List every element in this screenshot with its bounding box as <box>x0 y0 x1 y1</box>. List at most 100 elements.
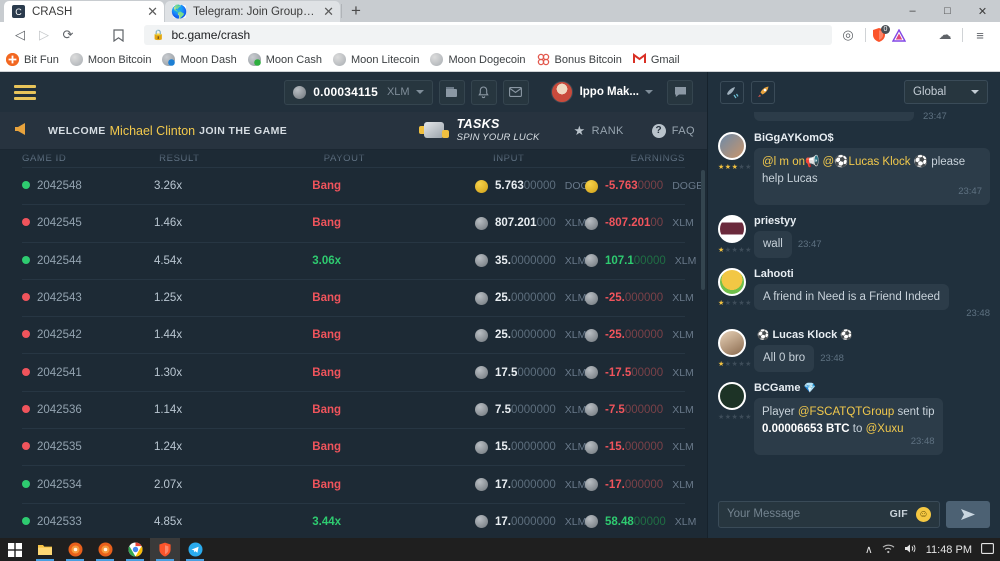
sync-cloud-icon[interactable]: ☁ <box>938 27 952 42</box>
payout-value: Bang <box>312 366 342 379</box>
browser-menu-icon[interactable]: ≡ <box>976 27 984 43</box>
user-menu[interactable]: Ippo Mak... <box>550 81 653 103</box>
tab-close-icon[interactable]: ✕ <box>323 4 334 19</box>
taskbar-file-explorer[interactable] <box>30 538 60 561</box>
taskbar-telegram[interactable] <box>180 538 210 561</box>
browser-tab-crash[interactable]: C CRASH ✕ <box>4 1 164 22</box>
soccer-badge-icon: ⚽ <box>913 156 929 168</box>
table-row[interactable]: 2042541 1.30x Bang 17.5 000000 XLM -17.5 00000 X… <box>22 353 694 390</box>
balance-display[interactable]: 0.00034115 XLM <box>284 79 433 105</box>
avatar[interactable] <box>718 382 746 411</box>
minimize-button[interactable]: – <box>909 5 916 17</box>
new-tab-button[interactable]: + <box>351 0 361 20</box>
tasks-promo[interactable]: TASKS SPIN YOUR LUCK <box>418 117 540 143</box>
tip-sender[interactable]: @FSCATQTGroup <box>797 406 895 419</box>
chat-username[interactable]: Lucas Klock <box>772 329 838 342</box>
table-row[interactable]: 2042545 1.46x Bang 807.201 000 XLM -807.201 00 X… <box>22 204 694 241</box>
table-row[interactable]: 2042544 4.54x 3.06x 35. 0000000 XLM 107.1 00000… <box>22 241 696 279</box>
metamask-icon[interactable] <box>887 23 911 47</box>
welcome-banner: WELCOME Michael Clinton JOIN THE GAME TA… <box>0 112 707 150</box>
bookmark-item[interactable]: Moon Bitcoin <box>69 53 151 66</box>
bookmark-item[interactable]: Bonus Bitcoin <box>537 53 622 66</box>
table-row[interactable]: 2042533 4.85x 3.44x 17. 0000000 XLM 58.48 00000… <box>22 502 696 538</box>
mail-icon[interactable] <box>502 79 529 105</box>
chevron-down-icon[interactable] <box>645 90 653 94</box>
divider <box>865 28 866 42</box>
tip-to-label: to <box>852 422 863 435</box>
bookmark-item[interactable]: Gmail <box>632 53 680 66</box>
input-amount-decimals: 00000 <box>523 180 556 193</box>
close-window-button[interactable]: ✕ <box>977 5 988 18</box>
taskbar-firefox-2[interactable] <box>90 538 120 561</box>
taskbar-brave[interactable] <box>150 538 180 561</box>
tasks-icon <box>418 120 449 142</box>
rain-icon[interactable] <box>720 80 744 104</box>
back-button[interactable]: ◁ <box>15 27 25 42</box>
avatar[interactable] <box>718 267 746 296</box>
status-dot <box>22 479 30 488</box>
page-scrollbar[interactable] <box>701 170 705 290</box>
bookmark-icon[interactable] <box>106 23 130 47</box>
bookmark-item[interactable]: Bit Fun <box>6 53 59 66</box>
add-extension-icon[interactable]: ◎ <box>842 27 854 42</box>
chat-messages[interactable]: 23:47 ★★★★★ BiGgAYKomO$ @l m on📢 @⚽Lucas K… <box>708 112 1000 490</box>
start-button[interactable] <box>0 538 30 561</box>
tab-close-icon[interactable]: ✕ <box>147 4 158 19</box>
rank-link[interactable]: ★ RANK <box>574 123 624 139</box>
send-button[interactable] <box>946 500 990 528</box>
table-row[interactable]: 2042536 1.14x Bang 7.5 0000000 XLM -7.5 000000 X… <box>22 390 694 428</box>
taskbar-clock[interactable]: 11:48 PM <box>925 543 972 556</box>
maximize-button[interactable]: □ <box>944 5 951 17</box>
browser-tab-telegram[interactable]: 🌎 Telegram: Join Group Chat ✕ <box>165 1 340 22</box>
mention-self: @l m on <box>762 156 805 168</box>
chat-username[interactable]: BCGame <box>754 382 801 395</box>
bookmark-item[interactable]: Moon Dash <box>162 53 237 66</box>
tray-expand-icon[interactable]: ∧ <box>865 543 873 556</box>
input-amount: 15. <box>495 441 511 454</box>
rocket-icon[interactable] <box>751 80 775 104</box>
network-icon[interactable] <box>882 543 895 557</box>
gif-button[interactable]: GIF <box>889 508 908 520</box>
table-row[interactable]: 2042535 1.24x Bang 15. 0000000 XLM -15. 000000 X… <box>22 428 694 465</box>
table-row[interactable]: 2042542 1.44x Bang 25. 0000000 XLM -25. 000000 X… <box>22 316 694 353</box>
earnings-amount: -25. <box>605 329 625 342</box>
taskbar-chrome[interactable] <box>120 538 150 561</box>
tip-recipient[interactable]: @Xuxu <box>865 422 904 435</box>
table-row[interactable]: 2042543 1.25x Bang 25. 0000000 XLM -25. 000000 X… <box>22 278 694 316</box>
message-input[interactable]: Your Message GIF ☺ <box>718 500 940 528</box>
chat-username[interactable]: BiGgAYKomO$ <box>754 132 834 144</box>
result-value: 2.07x <box>153 478 183 491</box>
chat-room-select[interactable]: Global <box>904 80 988 104</box>
reload-button[interactable]: ⟳ <box>62 27 74 42</box>
volume-icon[interactable] <box>904 543 917 557</box>
faq-link[interactable]: ? FAQ <box>651 123 695 138</box>
result-value: 1.44x <box>153 329 183 342</box>
bookmark-item[interactable]: Moon Litecoin <box>332 53 419 66</box>
avatar[interactable] <box>718 329 746 358</box>
message-username-row: Lahooti <box>754 268 990 280</box>
action-center-icon[interactable] <box>981 542 994 557</box>
chat-username[interactable]: priestyy <box>754 215 797 228</box>
input-amount-decimals: 0000000 <box>511 292 556 305</box>
table-row[interactable]: 2042548 3.26x Bang 5.763 00000 DOGE -5.763 0000… <box>22 167 703 204</box>
bookmark-label: Moon Dash <box>180 53 237 66</box>
forward-button[interactable]: ▷ <box>39 27 49 42</box>
menu-toggle-icon[interactable] <box>14 84 36 100</box>
chevron-down-icon[interactable] <box>415 90 424 94</box>
brave-shields-icon[interactable]: 0 <box>871 25 890 43</box>
bell-icon[interactable] <box>470 79 497 105</box>
bookmark-item[interactable]: Moon Cash <box>247 53 322 66</box>
chat-toggle-icon[interactable] <box>667 79 693 105</box>
bookmark-item[interactable]: Moon Dogecoin <box>430 53 526 66</box>
taskbar-firefox-1[interactable] <box>60 538 90 561</box>
tip-prefix: Player <box>762 406 795 419</box>
avatar[interactable] <box>718 132 746 160</box>
chat-username[interactable]: Lahooti <box>754 267 794 280</box>
user-rank-stars: ★★★★★ <box>718 247 752 255</box>
payout-value: Bang <box>312 403 342 416</box>
wallet-icon[interactable] <box>438 79 465 105</box>
address-bar[interactable]: 🔒 bc.game/crash <box>144 25 832 45</box>
table-row[interactable]: 2042534 2.07x Bang 17. 0000000 XLM -17. 000000 X… <box>22 465 694 502</box>
avatar[interactable] <box>718 215 746 244</box>
emoji-icon[interactable]: ☺ <box>916 506 931 522</box>
